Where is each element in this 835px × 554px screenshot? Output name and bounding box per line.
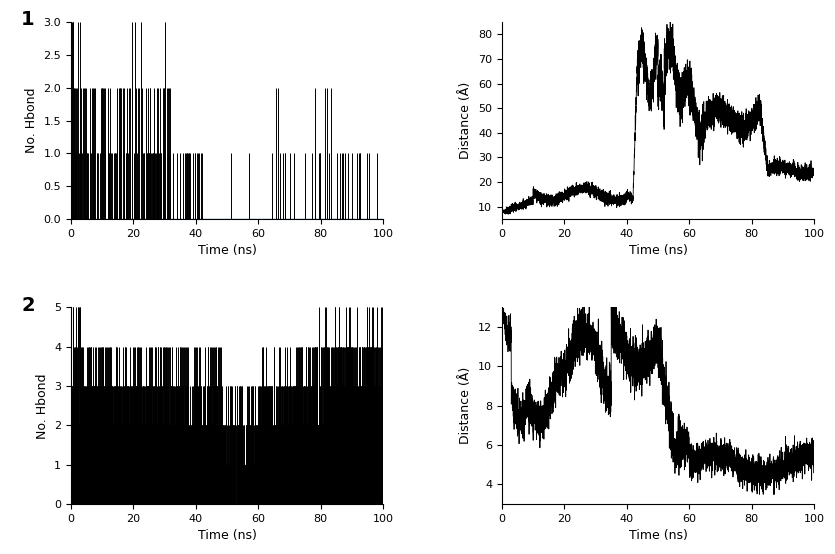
- Y-axis label: Distance (Å): Distance (Å): [459, 367, 473, 444]
- X-axis label: Time (ns): Time (ns): [198, 530, 256, 542]
- Text: 2: 2: [21, 296, 34, 315]
- X-axis label: Time (ns): Time (ns): [198, 244, 256, 257]
- Y-axis label: No. Hbond: No. Hbond: [25, 88, 38, 153]
- Y-axis label: No. Hbond: No. Hbond: [36, 373, 48, 439]
- X-axis label: Time (ns): Time (ns): [629, 244, 687, 257]
- Text: 1: 1: [21, 11, 34, 29]
- X-axis label: Time (ns): Time (ns): [629, 530, 687, 542]
- Y-axis label: Distance (Å): Distance (Å): [459, 82, 473, 159]
